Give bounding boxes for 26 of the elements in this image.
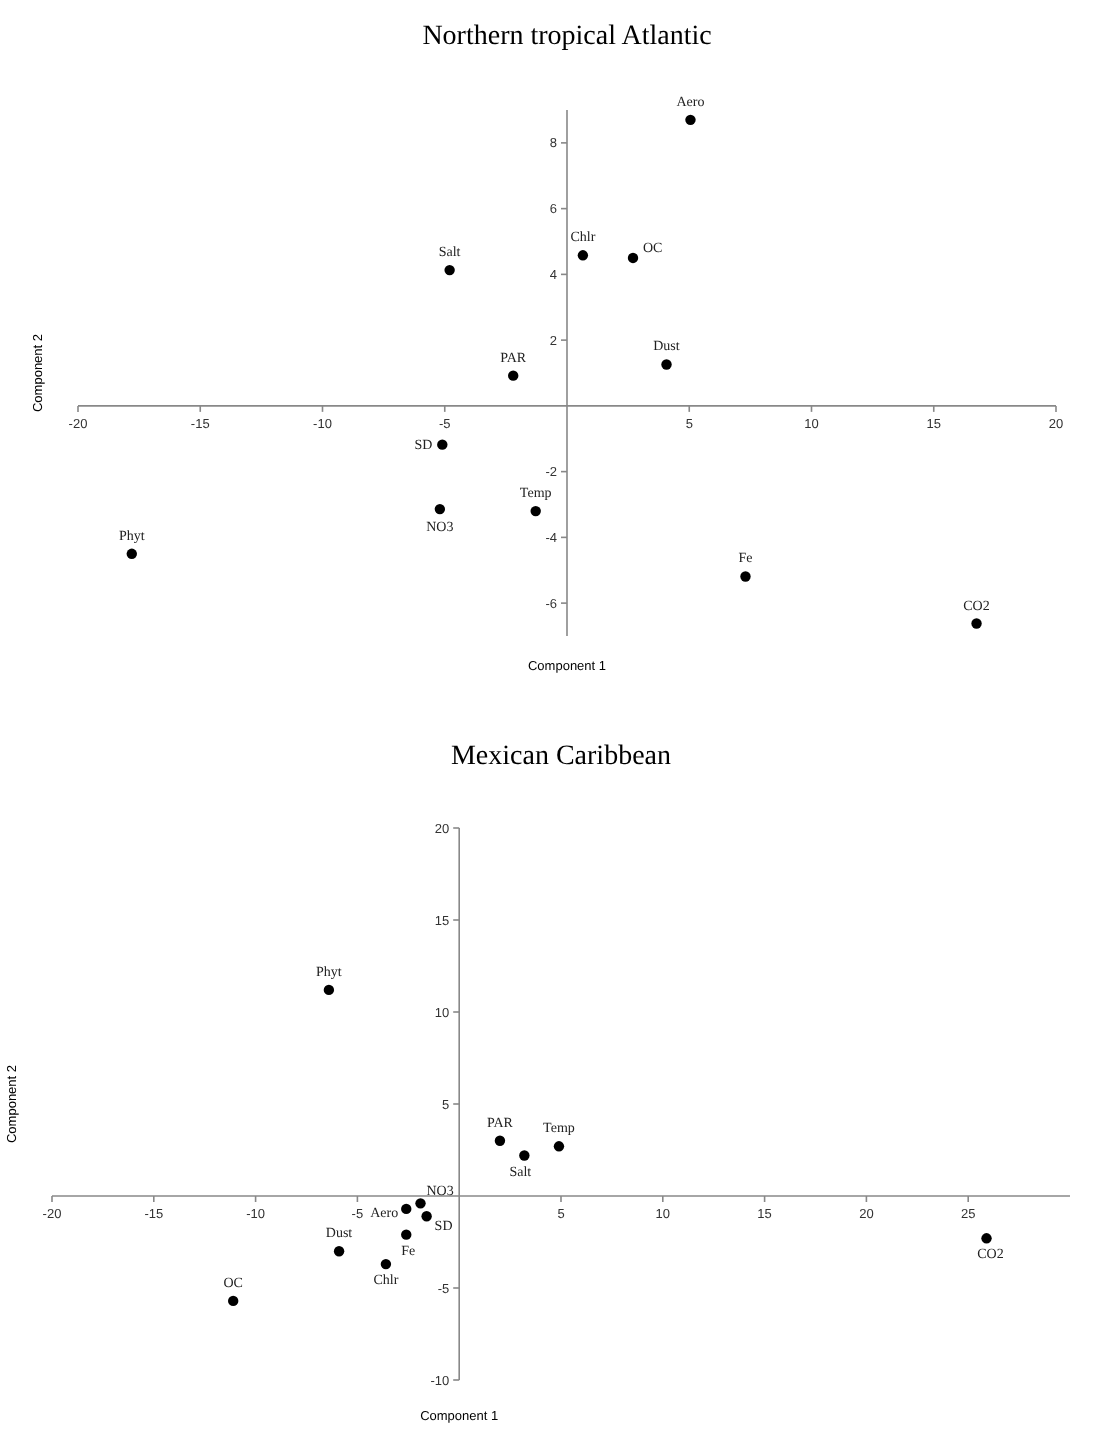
point: [333, 1246, 345, 1257]
point: [380, 1258, 392, 1270]
point: [228, 1295, 239, 1307]
point: [508, 370, 519, 381]
chart-title: Northern tropical Atlantic: [422, 22, 712, 52]
point: [421, 1211, 432, 1222]
point: [415, 1198, 426, 1209]
point: [661, 359, 672, 370]
point: [323, 984, 335, 996]
point: [553, 1141, 565, 1152]
point: [685, 114, 696, 126]
chart-title: Mexican Caribbean: [450, 742, 672, 772]
point: [434, 503, 446, 515]
point: [401, 1203, 412, 1215]
point: [126, 548, 137, 560]
point: [530, 505, 541, 517]
point: [971, 618, 982, 629]
point: [494, 1135, 506, 1146]
point: [627, 252, 639, 264]
point: [577, 250, 589, 261]
point: [981, 1233, 992, 1244]
point: [437, 439, 448, 450]
point: [444, 264, 455, 276]
point: [740, 571, 751, 582]
point: [401, 1229, 412, 1240]
point: [519, 1150, 530, 1161]
